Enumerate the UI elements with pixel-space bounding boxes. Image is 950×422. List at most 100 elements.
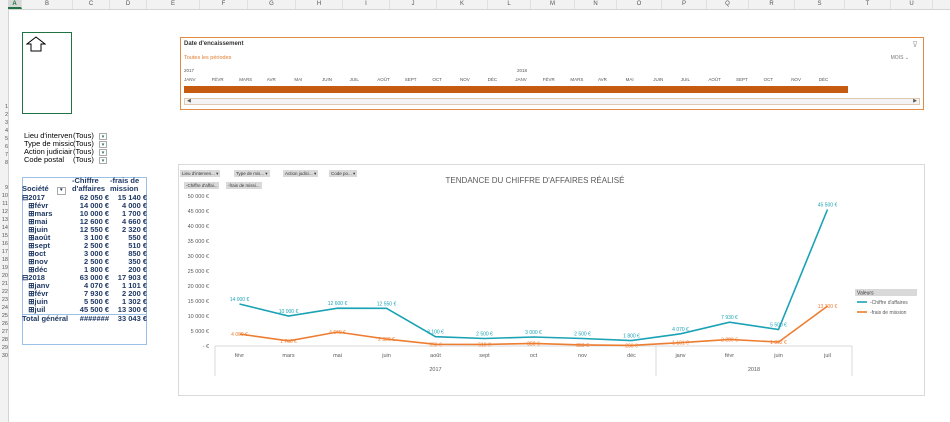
row-header-10[interactable]: 10 xyxy=(1,193,8,199)
timeline-month-19[interactable]: JUIL xyxy=(680,77,691,82)
row-header-21[interactable]: 21 xyxy=(1,281,8,287)
pivot-row[interactable]: ⊞juil 45 500 € 13 300 € xyxy=(22,306,147,314)
timeline-month-21[interactable]: SEPT xyxy=(736,77,748,82)
column-header-g[interactable]: G xyxy=(248,0,296,9)
scroll-left-icon[interactable]: ◀ xyxy=(187,98,191,104)
column-header-s[interactable]: S xyxy=(795,0,845,9)
timeline-month-17[interactable]: MAI xyxy=(625,77,634,82)
row-header-28[interactable]: 28 xyxy=(1,337,8,343)
pivot-chart[interactable] xyxy=(178,164,925,396)
timeline-month-6[interactable]: JUIN xyxy=(322,77,332,82)
pivot-row[interactable]: ⊞déc 1 800 € 200 € xyxy=(22,266,147,274)
column-header-p[interactable]: P xyxy=(662,0,707,9)
pivot-row[interactable]: ⊟2017 62 050 € 15 140 € xyxy=(22,194,147,202)
timeline-month-23[interactable]: NOV xyxy=(791,77,801,82)
timeline-month-24[interactable]: DÉC xyxy=(818,77,829,82)
filter-dropdown-icon[interactable]: ▾ xyxy=(99,157,107,164)
clear-filter-icon[interactable]: ⊽ xyxy=(912,40,918,49)
column-header-a[interactable]: A xyxy=(8,0,22,9)
row-header-14[interactable]: 14 xyxy=(1,225,8,231)
column-header-h[interactable]: H xyxy=(296,0,343,9)
row-header-26[interactable]: 26 xyxy=(1,321,8,327)
timeline-scrollbar[interactable]: ◀ ▶ xyxy=(184,98,920,105)
timeline-month-18[interactable]: JUIN xyxy=(653,77,664,82)
row-header-23[interactable]: 23 xyxy=(1,297,8,303)
row-header-16[interactable]: 16 xyxy=(1,241,8,247)
row-header-18[interactable]: 18 xyxy=(1,257,8,263)
column-header-u[interactable]: U xyxy=(891,0,933,9)
pivot-row[interactable]: ⊞juin 12 550 € 2 320 € xyxy=(22,226,147,234)
timeline-month-5[interactable]: MAI xyxy=(294,77,303,82)
filter-dropdown-icon[interactable]: ▾ xyxy=(99,133,107,140)
timeline-month-2[interactable]: FÉVR xyxy=(211,77,224,82)
filter-dropdown-icon[interactable]: ▾ xyxy=(99,149,107,156)
chart-value-button[interactable]: -frais de missi... xyxy=(226,182,262,189)
pivot-row[interactable]: ⊞nov 2 500 € 350 € xyxy=(22,258,147,266)
chart-field-button[interactable]: Code po... ▾ xyxy=(329,170,358,177)
row-header-24[interactable]: 24 xyxy=(1,305,8,311)
timeline-month-22[interactable]: OCT xyxy=(763,77,774,82)
row-header-7[interactable]: 7 xyxy=(4,152,8,158)
timeline-month-7[interactable]: JUIL xyxy=(349,77,359,82)
timeline-month-13[interactable]: JANV xyxy=(515,77,527,82)
column-header-n[interactable]: N xyxy=(575,0,617,9)
timeline-month-8[interactable]: AOÛT xyxy=(377,77,390,82)
column-header-c[interactable]: C xyxy=(73,0,110,9)
filter-dropdown-icon[interactable]: ▾ xyxy=(56,187,66,195)
pivot-row[interactable]: ⊞sept 2 500 € 510 € xyxy=(22,242,147,250)
column-header-k[interactable]: K xyxy=(437,0,488,9)
home-shape-icon[interactable] xyxy=(26,36,46,52)
timeline-month-4[interactable]: AVR xyxy=(266,77,276,82)
row-header-17[interactable]: 17 xyxy=(1,249,8,255)
row-header-12[interactable]: 12 xyxy=(1,209,8,215)
pivot-row[interactable]: ⊞févr 14 000 € 4 000 € xyxy=(22,202,147,210)
pivot-row[interactable]: ⊞janv 4 070 € 1 101 € xyxy=(22,282,147,290)
row-header-4[interactable]: 4 xyxy=(4,128,8,134)
scroll-right-icon[interactable]: ▶ xyxy=(913,98,917,104)
timeline-month-15[interactable]: MARS xyxy=(570,77,584,82)
pivot-row[interactable]: ⊞mai 12 600 € 4 660 € xyxy=(22,218,147,226)
timeline-level-dropdown[interactable]: MOIS ⌄ xyxy=(890,55,909,61)
column-header-t[interactable]: T xyxy=(845,0,891,9)
row-header-3[interactable]: 3 xyxy=(4,120,8,126)
timeline-month-11[interactable]: NOV xyxy=(460,77,470,82)
timeline-month-3[interactable]: MARS xyxy=(239,77,253,82)
pivot-row[interactable]: ⊞févr 7 930 € 2 200 € xyxy=(22,290,147,298)
row-header-8[interactable]: 8 xyxy=(4,160,8,166)
pivot-row[interactable]: ⊟2018 63 000 € 17 903 € xyxy=(22,274,147,282)
row-header-27[interactable]: 27 xyxy=(1,329,8,335)
row-header-20[interactable]: 20 xyxy=(1,273,8,279)
timeline-month-20[interactable]: AOÛT xyxy=(708,77,721,82)
row-header-30[interactable]: 30 xyxy=(1,353,8,359)
column-header-o[interactable]: O xyxy=(617,0,662,9)
pivot-row[interactable]: ⊞mars 10 000 € 1 700 € xyxy=(22,210,147,218)
pivot-row[interactable]: Total général ####### 33 043 € xyxy=(22,314,147,323)
chart-field-button[interactable]: Action judici... ▾ xyxy=(283,170,319,177)
column-header-r[interactable]: R xyxy=(749,0,795,9)
row-header-9[interactable]: 9 xyxy=(4,185,8,191)
row-header-11[interactable]: 11 xyxy=(2,201,8,207)
column-header-f[interactable]: F xyxy=(200,0,248,9)
row-header-2[interactable]: 2 xyxy=(4,112,8,118)
column-header-i[interactable]: I xyxy=(343,0,390,9)
chart-field-button[interactable]: Lieu d'interven... ▾ xyxy=(180,170,221,177)
pivot-header-societe[interactable]: Société ▾ xyxy=(22,185,72,195)
pivot-row[interactable]: ⊞juin 5 500 € 1 302 € xyxy=(22,298,147,306)
column-header-m[interactable]: M xyxy=(531,0,575,9)
row-header-5[interactable]: 5 xyxy=(4,136,8,142)
chart-value-button[interactable]: -Chiffre d'affai... xyxy=(184,182,220,189)
column-header-b[interactable]: B xyxy=(22,0,73,9)
column-header-d[interactable]: D xyxy=(110,0,147,9)
row-header-1[interactable]: 1 xyxy=(4,104,8,110)
pivot-row[interactable]: ⊞août 3 100 € 550 € xyxy=(22,234,147,242)
timeline-month-14[interactable]: FÉVR xyxy=(542,77,555,82)
column-header-j[interactable]: J xyxy=(390,0,437,9)
row-header-22[interactable]: 22 xyxy=(1,289,8,295)
row-header-15[interactable]: 15 xyxy=(1,233,8,239)
column-header-e[interactable]: E xyxy=(147,0,200,9)
timeline-month-9[interactable]: SEPT xyxy=(404,77,417,82)
pivot-row[interactable]: ⊞oct 3 000 € 850 € xyxy=(22,250,147,258)
timeline-month-16[interactable]: AVR xyxy=(598,77,607,82)
column-header-q[interactable]: Q xyxy=(707,0,749,9)
row-header-6[interactable]: 6 xyxy=(4,144,8,150)
